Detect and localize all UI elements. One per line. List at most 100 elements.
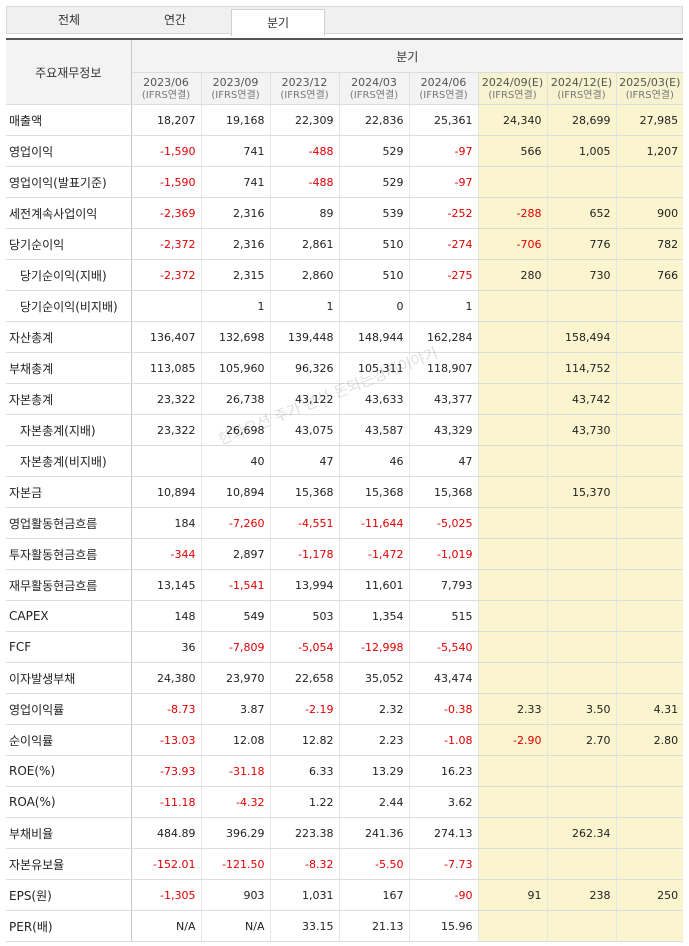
table-cell: -7,260: [200, 507, 270, 539]
period-basis: (IFRS연결): [557, 89, 606, 101]
table-cell: [546, 166, 616, 198]
table-row: 자본총계(비지배) 40 47 46 47: [6, 445, 684, 477]
table-cell: 40: [200, 445, 270, 477]
table-cell: -275: [408, 259, 478, 291]
table-cell: [477, 352, 547, 384]
table-cell: -2,372: [130, 228, 201, 260]
period-header: 2024/09(E) (IFRS연결): [477, 72, 547, 105]
period-header: 2024/03 (IFRS연결): [338, 72, 409, 105]
table-cell: 503: [269, 600, 339, 632]
table-cell: -13.03: [130, 724, 201, 756]
table-cell: [546, 662, 616, 694]
table-cell: -344: [130, 538, 201, 570]
table-cell: 2.32: [338, 693, 409, 725]
row-label: 재무활동현금흐름: [6, 569, 132, 601]
period-basis: (IFRS연결): [488, 89, 537, 101]
table-cell: 11,601: [338, 569, 409, 601]
row-label: PER(배): [6, 910, 132, 942]
period-header: 2024/06 (IFRS연결): [408, 72, 478, 105]
table-row: 당기순이익(비지배) 1 1 0 1: [6, 290, 684, 322]
table-row: 매출액 18,207 19,168 22,309 22,836 25,361 24,340 2…: [6, 104, 684, 136]
table-cell: -1.08: [408, 724, 478, 756]
table-cell: 539: [338, 197, 409, 229]
row-label: 세전계속사업이익: [6, 197, 132, 229]
tab-quarterly[interactable]: 분기: [231, 9, 325, 36]
table-cell: 13,994: [269, 569, 339, 601]
table-cell: 549: [200, 600, 270, 632]
table-cell: [477, 321, 547, 353]
table-cell: 162,284: [408, 321, 478, 353]
table-cell: [477, 848, 547, 880]
table-row: 영업활동현금흐름 184 -7,260 -4,551 -11,644 -5,025: [6, 507, 684, 539]
period-basis: (IFRS연결): [419, 89, 468, 101]
row-label: 이자발생부채: [6, 662, 132, 694]
tab-annual[interactable]: 연간: [163, 13, 187, 27]
table-cell: -488: [269, 135, 339, 167]
table-cell: 43,474: [408, 662, 478, 694]
table-cell: [615, 848, 684, 880]
table-cell: [615, 631, 684, 663]
row-label: 당기순이익: [6, 228, 132, 260]
table-cell: 4.31: [615, 693, 684, 725]
table-cell: 47: [269, 445, 339, 477]
table-cell: 2.70: [546, 724, 616, 756]
table-cell: [477, 786, 547, 818]
table-cell: 1.22: [269, 786, 339, 818]
table-cell: 96,326: [269, 352, 339, 384]
table-cell: -1,472: [338, 538, 409, 570]
table-cell: 167: [338, 879, 409, 911]
period-label: 2024/03: [351, 75, 397, 89]
table-row: 부채비율 484.89 396.29 223.38 241.36 274.13 262.34: [6, 817, 684, 849]
row-label: 자본총계: [6, 383, 132, 415]
table-cell: 35,052: [338, 662, 409, 694]
table-cell: [615, 352, 684, 384]
table-row: 당기순이익 -2,372 2,316 2,861 510 -274 -706 776 782: [6, 228, 684, 260]
table-cell: 15,368: [408, 476, 478, 508]
table-cell: 15,368: [269, 476, 339, 508]
table-cell: 132,698: [200, 321, 270, 353]
table-cell: 903: [200, 879, 270, 911]
table-cell: -90: [408, 879, 478, 911]
table-cell: [477, 910, 547, 942]
table-cell: 15.96: [408, 910, 478, 942]
table-cell: 3.87: [200, 693, 270, 725]
table-cell: 6.33: [269, 755, 339, 787]
table-cell: 43,075: [269, 414, 339, 446]
row-label: EPS(원): [6, 879, 132, 911]
table-cell: [477, 290, 547, 322]
table-cell: 158,494: [546, 321, 616, 353]
table-cell: N/A: [130, 910, 201, 942]
table-cell: 47: [408, 445, 478, 477]
table-cell: -252: [408, 197, 478, 229]
table-cell: -31.18: [200, 755, 270, 787]
table-cell: -5.50: [338, 848, 409, 880]
table-cell: 25,361: [408, 104, 478, 136]
table-cell: 118,907: [408, 352, 478, 384]
table-cell: 114,752: [546, 352, 616, 384]
table-cell: 43,377: [408, 383, 478, 415]
table-cell: -2,369: [130, 197, 201, 229]
table-cell: 24,340: [477, 104, 547, 136]
table-cell: 43,329: [408, 414, 478, 446]
table-cell: 26,698: [200, 414, 270, 446]
table-cell: 23,322: [130, 383, 201, 415]
row-label: 영업활동현금흐름: [6, 507, 132, 539]
table-cell: 43,633: [338, 383, 409, 415]
table-row: 자본총계 23,322 26,738 43,122 43,633 43,377 43,742: [6, 383, 684, 415]
row-label: CAPEX: [6, 600, 132, 632]
table-cell: 43,742: [546, 383, 616, 415]
table-cell: -12,998: [338, 631, 409, 663]
table-cell: [546, 755, 616, 787]
table-cell: -4,551: [269, 507, 339, 539]
tab-all[interactable]: 전체: [57, 13, 81, 27]
table-cell: [477, 538, 547, 570]
table-cell: -288: [477, 197, 547, 229]
row-label: 당기순이익(비지배): [6, 290, 132, 322]
period-header: 2023/12 (IFRS연결): [269, 72, 339, 105]
table-cell: 43,730: [546, 414, 616, 446]
table-cell: 484.89: [130, 817, 201, 849]
period-header: 2025/03(E) (IFRS연결): [615, 72, 684, 105]
table-cell: [477, 166, 547, 198]
financial-summary-table: 주요재무정보 분기 2023/06 (IFRS연결) 2023/09 (IFRS연결)…: [6, 38, 684, 942]
table-cell: [615, 662, 684, 694]
